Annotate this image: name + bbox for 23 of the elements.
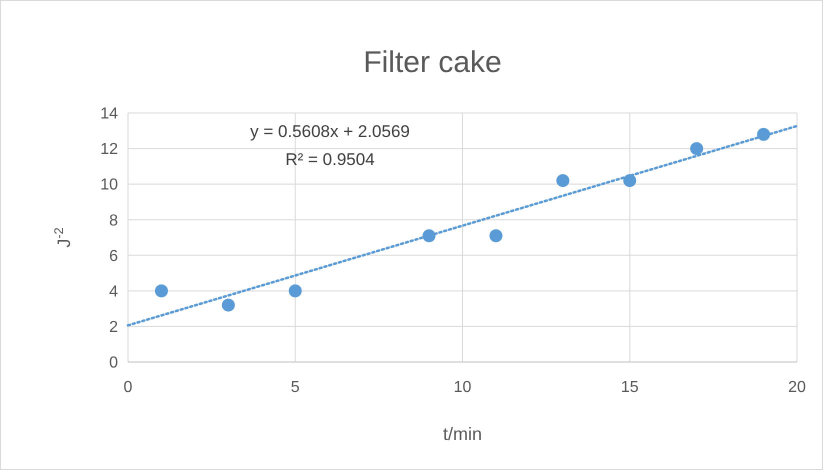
x-tick-label: 5	[290, 379, 300, 396]
y-tick-label: 10	[100, 176, 118, 194]
y-tick-label: 6	[109, 248, 118, 265]
point	[556, 174, 570, 188]
chart-title: Filter cake	[363, 46, 502, 79]
point	[288, 284, 302, 298]
y-tick-label: 2	[109, 319, 118, 336]
point	[489, 229, 502, 242]
y-tick-label: 8	[109, 212, 118, 230]
y-tick-label: 0	[109, 354, 118, 372]
y-tick-label: 12	[100, 141, 118, 158]
point	[222, 298, 235, 312]
x-axis-title: t/min	[442, 424, 482, 444]
annotation: y = 0.5608x + 2.0569	[250, 122, 410, 141]
x-tick-label: 10	[454, 379, 472, 396]
annotation: R² = 0.9504	[285, 150, 375, 169]
point	[690, 142, 704, 156]
x-tick-label: 15	[620, 379, 639, 396]
point	[154, 284, 168, 298]
y-tick-label: 14	[100, 106, 118, 123]
x-tick-label: 0	[124, 379, 133, 396]
y-tick-label: 4	[109, 283, 118, 300]
x-tick-label: 20	[788, 379, 806, 396]
